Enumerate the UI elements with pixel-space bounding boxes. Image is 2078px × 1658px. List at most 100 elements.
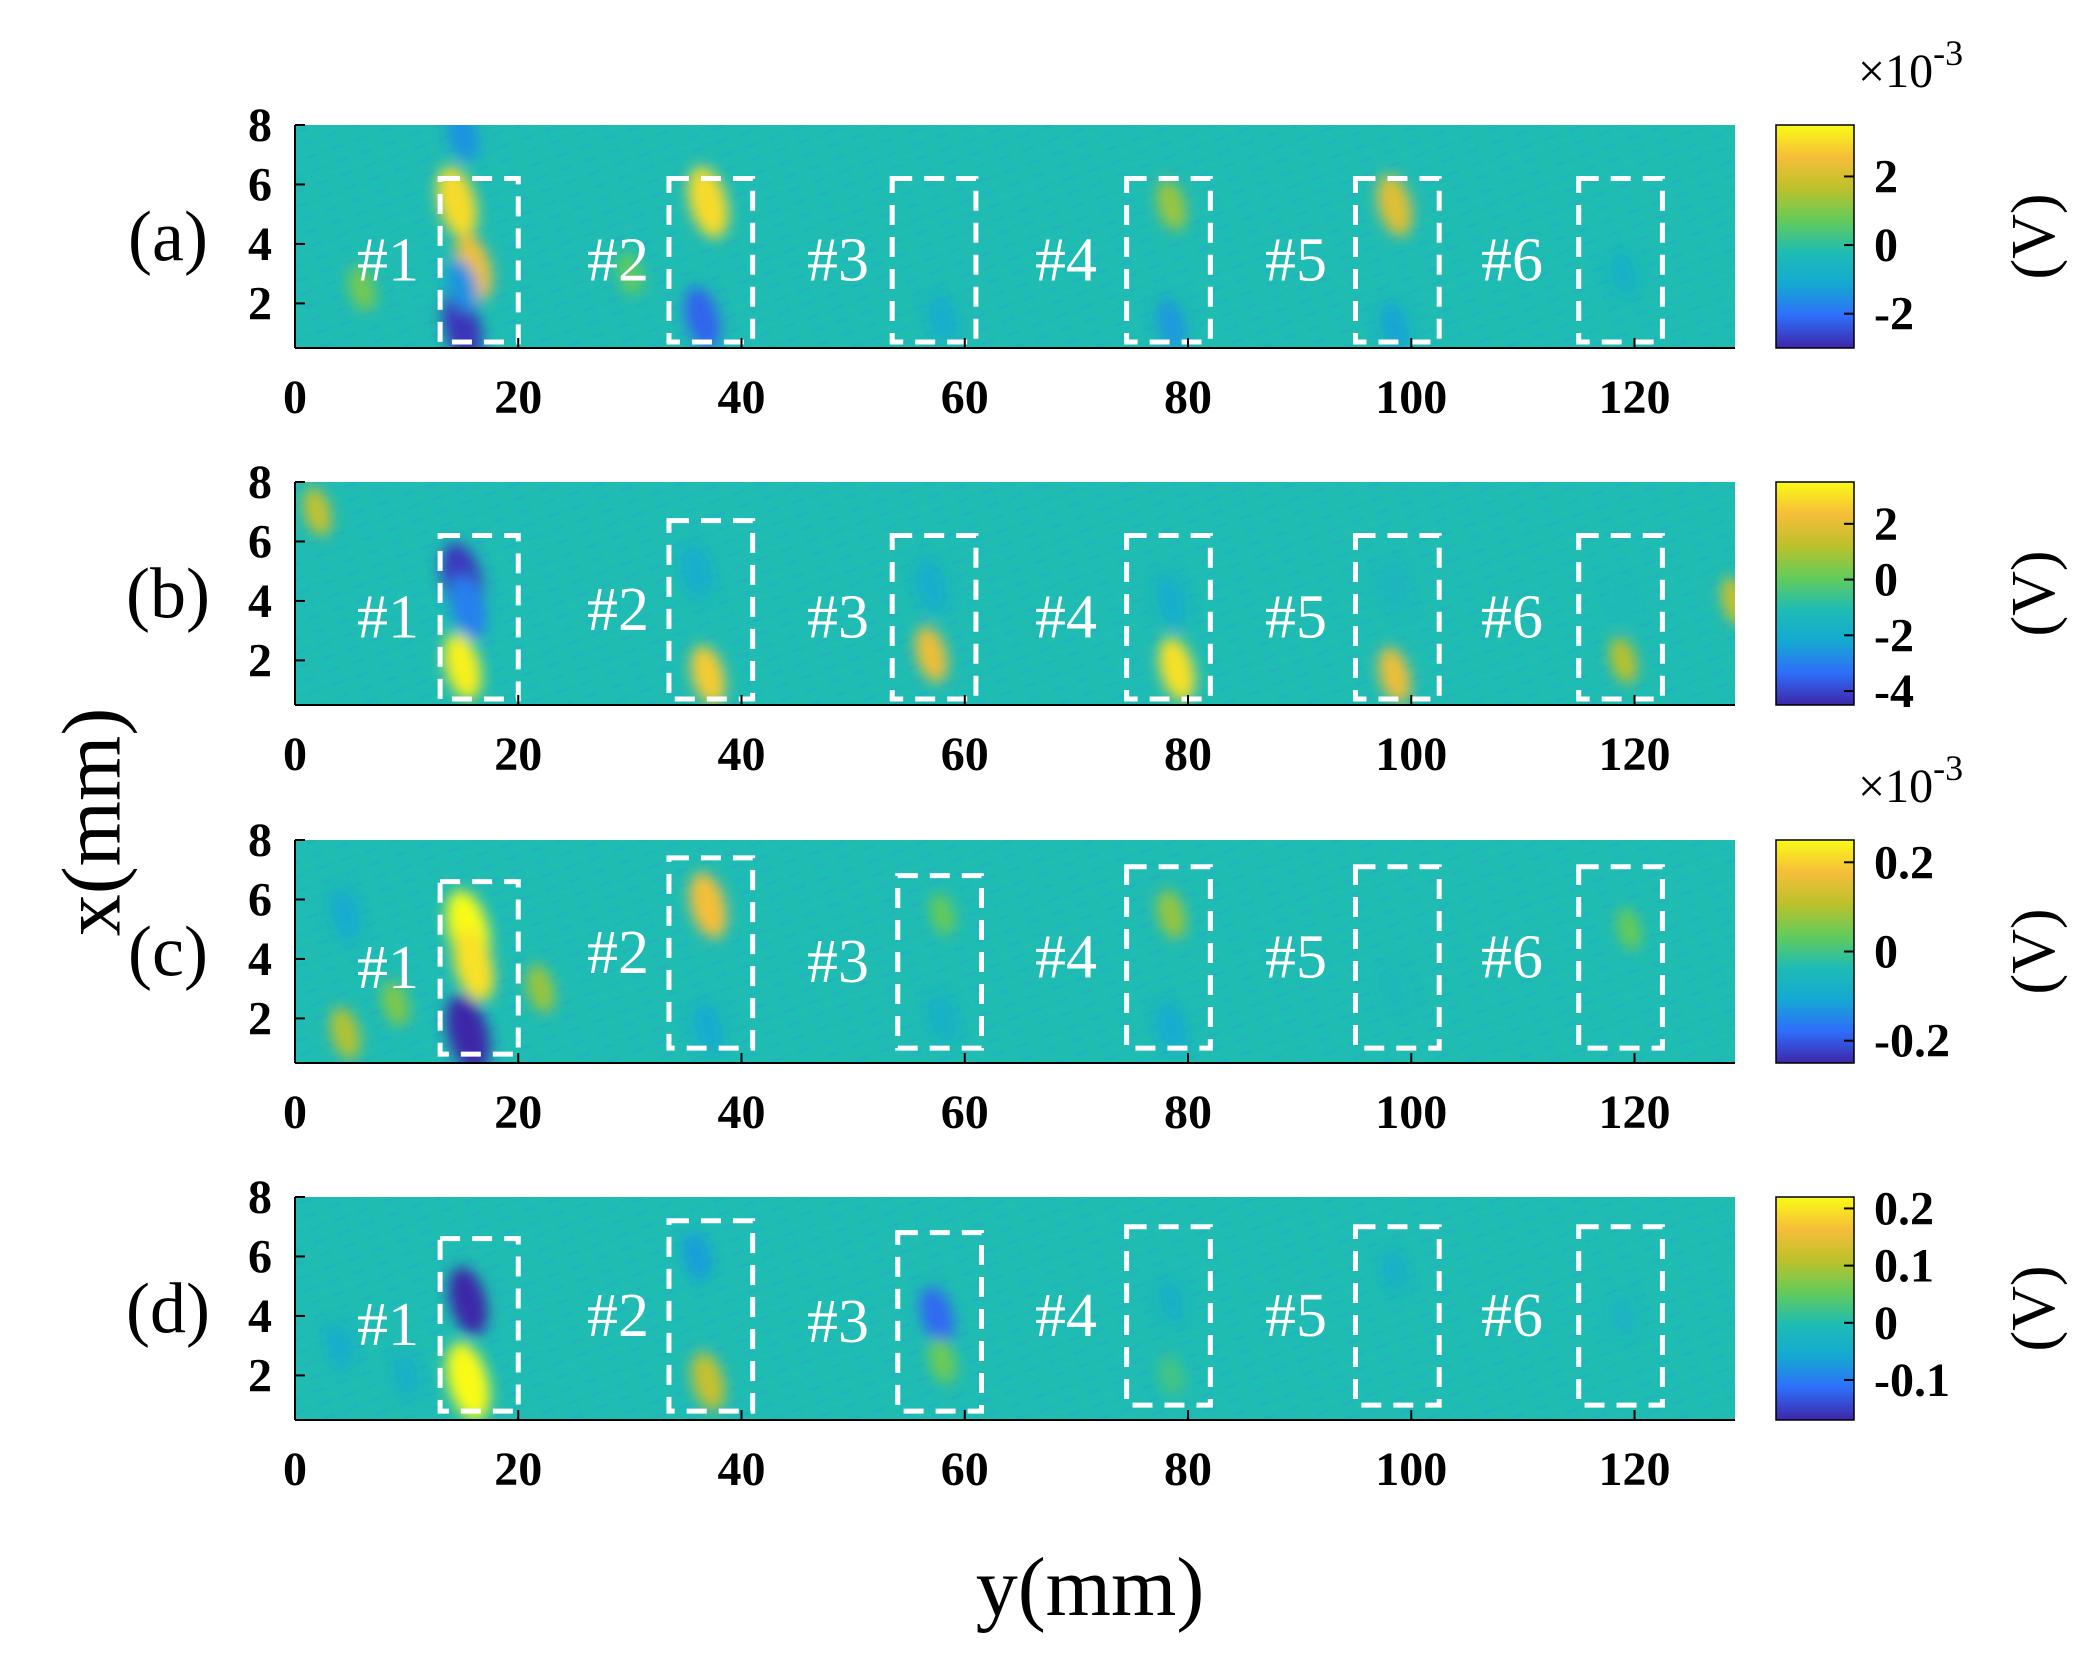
colorbar-tick-label: -0.2: [1874, 1015, 1950, 1068]
heatmap-blob: [1381, 966, 1408, 1011]
defect-label: #2: [587, 919, 649, 987]
panel-b: #1 #2 #3 #4 #5 #60 20 40 60 80 100 1208642(b)20-2-4…: [126, 456, 2068, 781]
x-tick-label: 60: [941, 1443, 989, 1496]
y-tick-label: 6: [248, 515, 272, 568]
heatmap-blob: [1610, 251, 1637, 297]
heatmap-blob: [443, 633, 482, 700]
defect-label: #4: [1035, 226, 1097, 294]
defect-box: [1576, 864, 1665, 1051]
heatmap-blob: [1378, 647, 1411, 704]
colorbar: [1775, 481, 1855, 706]
heatmap-blob: [1158, 637, 1196, 702]
panel-label: (c): [128, 912, 208, 992]
defect-label: #2: [587, 226, 649, 294]
heatmap-blob: [690, 645, 726, 705]
heatmap-blob: [303, 487, 332, 536]
defect-label: #3: [807, 226, 869, 294]
defect-box: [666, 518, 756, 702]
defect-box: [1124, 533, 1213, 702]
defect-box: [1576, 176, 1665, 345]
heatmap-blob: [1720, 576, 1735, 626]
x-tick-label: 60: [941, 1086, 989, 1139]
heatmap-blob: [928, 294, 957, 342]
y-axis-title: x(mm): [45, 708, 138, 937]
defect-box: [1352, 533, 1442, 702]
defect-label: #4: [1035, 583, 1097, 651]
colorbar-tick-label: -0.1: [1874, 1354, 1950, 1407]
defect-label: #3: [807, 1288, 869, 1356]
colorbar-unit: (V): [2000, 193, 2068, 279]
heatmap-blob: [692, 1001, 724, 1054]
heatmap-blob: [928, 1337, 957, 1384]
defect-box: [895, 1230, 985, 1414]
heatmap-texture: [295, 1197, 1735, 1420]
heatmap-blob: [1381, 1249, 1408, 1293]
x-tick-label: 40: [718, 728, 766, 781]
x-tick-label: 120: [1599, 371, 1671, 424]
y-tick-label: 6: [248, 873, 272, 926]
colorbar-tick-label: 2: [1874, 498, 1898, 551]
heatmap-blob: [1609, 637, 1638, 684]
x-tick-label: 100: [1375, 728, 1447, 781]
colorbar: [1775, 1196, 1855, 1421]
x-tick-label: 20: [494, 1443, 542, 1496]
colorbar-tick-label: -2: [1874, 609, 1914, 662]
y-tick-label: 6: [248, 1230, 272, 1283]
defect-box: [437, 879, 521, 1057]
y-tick-label: 8: [248, 1171, 272, 1224]
heatmap-blob: [1380, 561, 1409, 611]
y-tick-label: 4: [248, 1290, 272, 1343]
heatmap-blob: [1158, 1279, 1185, 1323]
defect-box: [1352, 1224, 1442, 1408]
x-tick-label: 0: [283, 1086, 307, 1139]
x-tick-label: 0: [283, 371, 307, 424]
defect-box: [1124, 176, 1213, 345]
defect-box: [1352, 864, 1442, 1051]
heatmap-blob: [1155, 573, 1187, 629]
defect-box: [1576, 1224, 1665, 1408]
x-tick-label: 0: [283, 1443, 307, 1496]
y-tick-label: 2: [248, 1349, 272, 1402]
defect-box: [895, 873, 985, 1051]
x-tick-label: 20: [494, 371, 542, 424]
defect-box: [666, 1218, 756, 1414]
x-tick-label: 80: [1164, 1086, 1212, 1139]
heatmap-blob: [448, 1266, 488, 1336]
x-tick-label: 60: [941, 728, 989, 781]
colorbar-tick-label: -2: [1874, 288, 1914, 341]
y-tick-label: 2: [248, 634, 272, 687]
heatmap-texture: [295, 840, 1735, 1063]
defect-box: [437, 176, 521, 345]
colorbar-tick-label: 0.2: [1874, 1182, 1934, 1235]
colorbar-tick-label: -4: [1874, 665, 1914, 718]
colorbar-exponent: ×10-3: [1858, 33, 1963, 98]
y-tick-label: 8: [248, 456, 272, 509]
heatmap-blob: [684, 287, 721, 348]
heatmap-blob: [928, 994, 957, 1043]
y-tick-label: 4: [248, 933, 272, 986]
x-tick-label: 20: [494, 728, 542, 781]
heatmap-blob: [436, 166, 478, 239]
heatmap-blob: [348, 265, 376, 312]
heatmap-blob: [1158, 1354, 1184, 1396]
colorbar-exponent-power: -3: [1933, 748, 1963, 788]
colorbar-exponent-power: -3: [1933, 33, 1963, 73]
x-tick-label: 60: [941, 371, 989, 424]
heatmap-blob: [929, 893, 955, 936]
defect-label: #6: [1481, 923, 1543, 991]
defect-box: [1352, 176, 1442, 345]
colorbar-tick-label: 0: [1874, 219, 1898, 272]
defect-label: #1: [357, 934, 419, 1002]
defect-label: #3: [807, 928, 869, 996]
x-tick-label: 20: [494, 1086, 542, 1139]
heatmap-blob: [449, 574, 487, 639]
defect-label: #1: [357, 226, 419, 294]
heatmap-blob: [446, 258, 478, 313]
defect-box: [437, 1236, 521, 1414]
heatmap-texture: [295, 125, 1735, 348]
defect-label: #3: [807, 583, 869, 651]
colorbar-tick-label: 0.2: [1874, 836, 1934, 889]
defect-label: #2: [587, 576, 649, 644]
heatmap-blob: [526, 964, 555, 1014]
heatmap-blob: [453, 928, 495, 1002]
